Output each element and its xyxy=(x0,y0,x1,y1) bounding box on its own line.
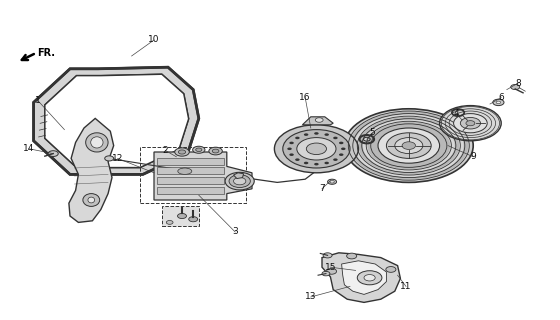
Circle shape xyxy=(347,253,357,259)
Circle shape xyxy=(349,112,468,180)
Circle shape xyxy=(209,147,222,155)
Circle shape xyxy=(189,217,198,222)
Text: 6: 6 xyxy=(498,93,504,102)
Text: 15: 15 xyxy=(325,263,336,272)
Text: 12: 12 xyxy=(112,154,123,163)
Text: 7: 7 xyxy=(319,184,325,193)
Circle shape xyxy=(283,130,350,168)
Polygon shape xyxy=(69,118,114,222)
Text: 1: 1 xyxy=(35,96,41,105)
Circle shape xyxy=(440,106,501,141)
Circle shape xyxy=(166,220,173,224)
Polygon shape xyxy=(154,152,252,200)
FancyBboxPatch shape xyxy=(157,158,224,165)
Circle shape xyxy=(314,132,319,135)
Circle shape xyxy=(386,267,396,272)
Text: 16: 16 xyxy=(300,93,311,102)
Text: 2: 2 xyxy=(162,146,168,155)
Ellipse shape xyxy=(178,168,192,174)
Circle shape xyxy=(324,133,329,136)
Circle shape xyxy=(339,142,343,144)
Circle shape xyxy=(287,148,292,150)
Circle shape xyxy=(295,158,300,161)
Circle shape xyxy=(357,271,382,285)
Polygon shape xyxy=(234,173,244,179)
Circle shape xyxy=(48,151,58,156)
Circle shape xyxy=(339,153,343,156)
Circle shape xyxy=(454,114,487,133)
Circle shape xyxy=(328,179,337,184)
Circle shape xyxy=(175,148,189,156)
Circle shape xyxy=(290,153,294,156)
Circle shape xyxy=(314,163,319,165)
FancyBboxPatch shape xyxy=(157,187,224,194)
Circle shape xyxy=(358,117,459,174)
Ellipse shape xyxy=(83,194,100,206)
Text: 3: 3 xyxy=(232,228,238,236)
Circle shape xyxy=(326,268,337,274)
Circle shape xyxy=(367,122,450,169)
PathPatch shape xyxy=(45,74,189,168)
Ellipse shape xyxy=(86,133,108,152)
Ellipse shape xyxy=(234,177,246,185)
Circle shape xyxy=(386,133,431,158)
Circle shape xyxy=(323,253,332,258)
Circle shape xyxy=(466,121,475,126)
Circle shape xyxy=(212,149,219,153)
Circle shape xyxy=(344,109,473,182)
Circle shape xyxy=(324,162,329,164)
Text: FR.: FR. xyxy=(38,48,55,58)
Ellipse shape xyxy=(88,197,95,203)
Circle shape xyxy=(315,118,323,122)
FancyBboxPatch shape xyxy=(157,177,224,184)
Circle shape xyxy=(105,156,114,161)
Text: 9: 9 xyxy=(470,152,476,161)
Text: 13: 13 xyxy=(305,292,316,301)
Circle shape xyxy=(511,84,520,90)
Polygon shape xyxy=(322,253,400,302)
Circle shape xyxy=(304,162,309,164)
Ellipse shape xyxy=(91,137,103,148)
Circle shape xyxy=(460,117,480,129)
Circle shape xyxy=(364,275,375,281)
Ellipse shape xyxy=(225,172,254,190)
Text: 14: 14 xyxy=(24,144,35,153)
Circle shape xyxy=(290,142,294,144)
Circle shape xyxy=(295,137,300,139)
Polygon shape xyxy=(342,261,386,294)
Text: 10: 10 xyxy=(148,36,160,44)
FancyBboxPatch shape xyxy=(162,206,199,226)
Circle shape xyxy=(274,125,358,173)
Circle shape xyxy=(378,128,440,163)
Text: 4: 4 xyxy=(454,109,459,118)
Circle shape xyxy=(304,133,309,136)
Circle shape xyxy=(322,271,330,276)
Circle shape xyxy=(395,138,423,154)
Circle shape xyxy=(333,137,338,139)
Circle shape xyxy=(493,99,504,106)
Text: 11: 11 xyxy=(400,282,412,291)
Circle shape xyxy=(496,101,501,104)
Circle shape xyxy=(178,150,185,154)
Circle shape xyxy=(195,148,202,151)
Circle shape xyxy=(193,146,205,153)
Circle shape xyxy=(306,143,326,155)
Polygon shape xyxy=(302,117,333,125)
Circle shape xyxy=(402,142,416,149)
FancyBboxPatch shape xyxy=(157,167,224,174)
Circle shape xyxy=(363,119,455,172)
Circle shape xyxy=(181,168,189,173)
Circle shape xyxy=(354,114,464,177)
Circle shape xyxy=(333,158,338,161)
Text: 5: 5 xyxy=(370,128,375,137)
Circle shape xyxy=(341,148,346,150)
Text: 8: 8 xyxy=(515,79,521,88)
Circle shape xyxy=(330,180,334,183)
Circle shape xyxy=(178,213,186,219)
Circle shape xyxy=(297,138,336,160)
Ellipse shape xyxy=(229,175,250,188)
PathPatch shape xyxy=(34,67,199,174)
